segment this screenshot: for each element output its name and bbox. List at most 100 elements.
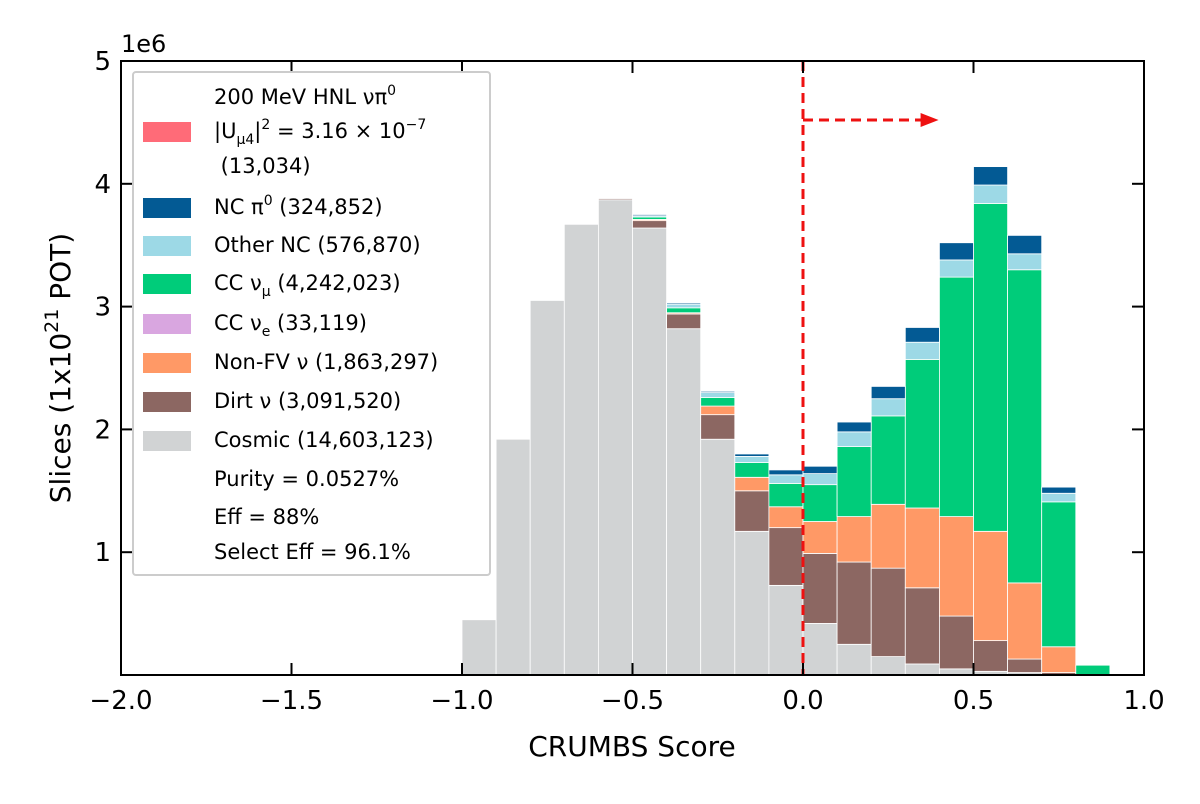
bar-series6-bin10 <box>802 465 838 475</box>
bar-series1-bin14 <box>939 615 974 670</box>
bar-series1-bin4 <box>598 198 633 201</box>
bar-series2-bin15 <box>973 530 1008 642</box>
legend-cc-nue: CC νe (33,119) <box>214 311 367 340</box>
bar-series2-bin16 <box>1007 582 1043 660</box>
bar-series6-bin14 <box>939 242 974 261</box>
cut-arrow-head <box>920 112 939 127</box>
legend-hnl-line3: (13,034) <box>214 154 311 178</box>
bar-series5-bin14 <box>939 259 974 278</box>
legend-swatch-nonfv <box>143 353 191 373</box>
bar-series6-bin9 <box>768 469 804 476</box>
bar-series6-bin5 <box>632 214 667 217</box>
legend-hnl-line1: 200 MeV HNL νπ0 <box>214 83 396 109</box>
y-axis-title-main: Slices (1x10 <box>44 333 77 503</box>
bar-series1-bin6 <box>666 313 702 330</box>
bar-series0-bin7 <box>700 438 736 676</box>
x-tick-label-3: −0.5 <box>601 686 664 716</box>
bar-series5-bin10 <box>802 473 838 486</box>
bar-series5-bin9 <box>768 474 804 484</box>
legend-eff: Eff = 88% <box>214 505 319 529</box>
bar-series4-bin13 <box>904 358 940 509</box>
bar-series0-bin6 <box>666 328 702 676</box>
bar-series0-bin8 <box>734 530 770 676</box>
bar-series0-bin12 <box>870 656 906 676</box>
bars-layer <box>461 166 1111 676</box>
bar-series5-bin15 <box>973 184 1008 204</box>
bar-series4-bin16 <box>1007 269 1043 584</box>
bar-series4-bin12 <box>870 415 906 505</box>
bar-series2-bin17 <box>1041 646 1077 673</box>
legend-swatch-dirt <box>143 392 191 412</box>
bar-series5-bin7 <box>700 392 736 398</box>
bar-series1-bin13 <box>904 587 940 665</box>
legend-swatch-nc-pi0 <box>143 198 191 218</box>
legend-nonfv: Non-FV ν (1,863,297) <box>214 350 438 374</box>
bar-series5-bin12 <box>870 398 906 417</box>
bar-series4-bin15 <box>973 203 1008 532</box>
bar-series2-bin8 <box>734 476 770 492</box>
bar-series0-bin4 <box>598 199 633 676</box>
bar-series6-bin16 <box>1007 234 1043 255</box>
bar-series6-bin12 <box>870 386 906 400</box>
legend-cc-numu: CC νμ (4,242,023) <box>214 271 401 300</box>
bar-series0-bin3 <box>563 223 599 676</box>
bar-series5-bin16 <box>1007 253 1043 271</box>
bar-series5-bin6 <box>666 303 702 309</box>
bar-series5-bin11 <box>836 431 872 447</box>
bar-series4-bin10 <box>802 484 838 522</box>
bar-series6-bin15 <box>973 166 1008 186</box>
bar-series5-bin8 <box>734 456 770 463</box>
bar-series5-bin17 <box>1041 492 1077 503</box>
y-tick-label-0: 1 <box>94 538 111 568</box>
legend: 200 MeV HNL νπ0 |Uμ4|2 = 3.16 × 10−7 (13… <box>132 71 491 576</box>
bar-series4-bin11 <box>836 446 872 517</box>
x-tick-label-0: −2.0 <box>89 686 152 716</box>
legend-swatch-cc-nue <box>143 314 191 334</box>
bar-series5-bin13 <box>904 341 940 360</box>
bar-series6-bin11 <box>836 421 872 433</box>
y-tick-label-2: 3 <box>94 293 111 323</box>
y-axis-title-tail: POT) <box>44 233 77 309</box>
legend-select-eff: Select Eff = 96.1% <box>214 540 411 564</box>
bar-series2-bin13 <box>904 507 940 589</box>
bar-series4-bin18 <box>1075 664 1111 676</box>
bar-series2-bin10 <box>802 521 838 554</box>
legend-cosmic: Cosmic (14,603,123) <box>214 428 434 452</box>
bar-series1-bin12 <box>870 567 906 657</box>
y-axis-title-sup: 21 <box>41 309 63 333</box>
y-axis-title: Slices (1x1021 POT) <box>41 233 77 503</box>
bar-series0-bin13 <box>904 663 940 676</box>
bar-series0-bin2 <box>529 300 565 676</box>
bar-series1-bin9 <box>768 527 804 586</box>
bar-series1-bin11 <box>836 561 872 645</box>
legend-swatch-cosmic <box>143 431 191 451</box>
bar-series6-bin13 <box>904 327 940 343</box>
bar-series6-bin7 <box>700 390 736 393</box>
x-axis-title: CRUMBS Score <box>528 730 735 763</box>
legend-swatch-cc-numu <box>143 274 191 294</box>
bar-series1-bin7 <box>700 414 736 440</box>
x-tick-label-5: 0.5 <box>953 686 994 716</box>
bar-series6-bin6 <box>666 302 702 305</box>
bar-series4-bin14 <box>939 276 974 517</box>
bar-series1-bin5 <box>632 220 667 229</box>
legend-purity: Purity = 0.0527% <box>214 467 399 491</box>
y-tick-label-1: 2 <box>94 415 111 445</box>
legend-other-nc: Other NC (576,870) <box>214 233 421 257</box>
bar-series2-bin14 <box>939 516 974 617</box>
bar-series0-bin9 <box>768 584 804 676</box>
bar-series2-bin12 <box>870 503 906 569</box>
bar-series1-bin16 <box>1007 658 1043 673</box>
bar-series1-bin15 <box>973 640 1008 672</box>
x-tick-label-4: 0.0 <box>782 686 823 716</box>
bar-series1-bin8 <box>734 490 770 532</box>
bar-series2-bin7 <box>700 405 736 416</box>
bar-series0-bin1 <box>495 438 531 676</box>
bar-series4-bin6 <box>666 307 702 314</box>
legend-box <box>132 71 491 576</box>
legend-hnl-line2: |Uμ4|2 = 3.16 × 10−7 <box>214 117 426 148</box>
y-tick-label-4: 5 <box>94 47 111 77</box>
legend-swatch-hnl <box>143 122 191 142</box>
bar-series2-bin11 <box>836 516 872 563</box>
